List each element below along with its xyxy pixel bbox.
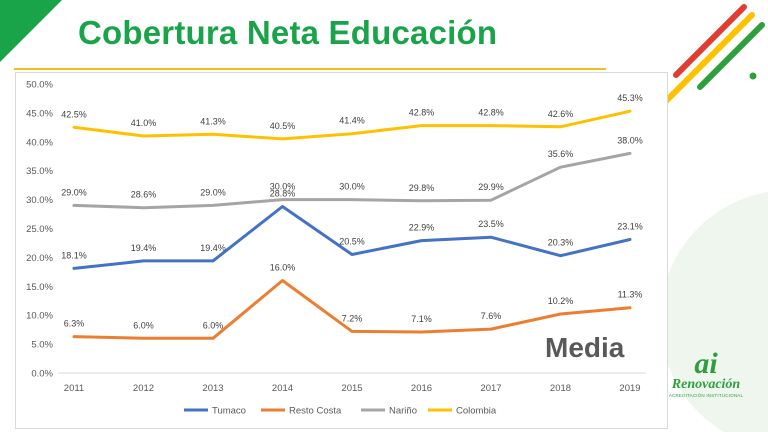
x-tick-label: 2013 [202,383,223,394]
x-tick-label: 2014 [272,383,293,394]
deco-dot [749,72,757,80]
data-label: 20.3% [548,238,574,248]
data-label: 7.2% [342,313,363,323]
data-label: 42.8% [478,108,504,118]
chart-frame: 0.0% 5.0% 10.0% 15.0% 20.0% 25.0% 30.0% 35.0% 40… [15,72,668,429]
data-label: 11.3% [618,290,643,300]
data-label: 23.1% [617,221,643,231]
data-label: 35.6% [548,149,574,159]
series-line-nariño [72,151,632,210]
data-label: 19.4% [200,243,226,253]
logo-subtitle: ACREDITACIÓN INSTITUCIONAL [668,393,744,398]
legend-label: Tumaco [212,406,246,417]
x-tick-label: 2011 [64,383,84,394]
data-label: 42.5% [61,109,87,119]
data-label: 7.1% [411,314,432,324]
data-label: 20.5% [339,237,365,247]
x-tick-label: 2017 [480,383,501,394]
y-tick-label: 35.0% [26,166,53,177]
data-label: 30.0% [270,182,296,192]
y-tick-label: 25.0% [26,224,53,235]
deco-stripe-yellow [657,12,755,110]
page-title: Cobertura Neta Educación [78,14,498,51]
data-label: 29.0% [61,187,87,197]
y-tick-label: 0.0% [31,369,53,380]
series-line-resto-costa [72,279,632,340]
data-label: 29.0% [200,187,226,197]
level-badge: Media [545,332,625,363]
y-tick-label: 15.0% [26,282,53,293]
legend-label: Nariño [389,406,417,417]
data-label: 6.0% [203,320,224,330]
data-label: 6.0% [133,320,154,330]
data-label: 41.3% [200,116,226,126]
line-chart: 0.0% 5.0% 10.0% 15.0% 20.0% 25.0% 30.0% 35.0% 40… [26,80,646,417]
data-label: 22.9% [409,223,435,233]
data-label: 41.0% [131,118,157,128]
data-label: 29.9% [478,182,504,192]
x-tick-label: 2018 [550,383,571,394]
series-line-tumaco [72,205,632,270]
renovacion-logo: ai Renovación ACREDITACIÓN INSTITUCIONAL [664,347,748,412]
x-tick-label: 2012 [133,383,154,394]
data-label: 42.6% [548,109,574,119]
data-label: 28.8% [270,189,296,199]
title-underline [14,68,606,70]
data-label: 38.0% [617,135,643,145]
data-label: 6.3% [64,319,85,329]
data-label: 41.4% [339,116,365,126]
data-label: 10.2% [548,296,574,306]
data-label: 19.4% [131,243,157,253]
data-label: 16.0% [270,263,296,273]
logo-mark: ai [694,347,718,380]
y-tick-label: 40.0% [26,137,53,148]
data-label: 30.0% [339,182,365,192]
data-label: 42.8% [409,108,435,118]
data-label: 23.5% [478,219,504,229]
x-tick-label: 2019 [619,383,640,394]
legend-label: Colombia [456,406,497,417]
data-label: 18.1% [61,250,87,260]
data-label: 29.8% [409,183,435,193]
y-tick-label: 50.0% [26,80,53,91]
data-label: 40.5% [270,121,296,131]
y-tick-label: 45.0% [26,108,53,119]
deco-stripe-red [673,4,747,78]
data-label: 7.6% [481,311,502,321]
legend-label: Resto Costa [289,406,342,417]
y-tick-label: 5.0% [31,340,53,351]
deco-stripe-green [697,22,765,90]
series-line-colombia [72,109,632,141]
y-tick-label: 30.0% [26,195,53,206]
x-tick-label: 2016 [411,383,432,394]
y-tick-label: 20.0% [26,253,53,264]
y-tick-label: 10.0% [26,311,53,322]
data-label: 28.6% [131,190,157,200]
x-tick-label: 2015 [341,383,362,394]
corner-triangle [0,0,62,62]
logo-word: Renovación [671,377,741,392]
data-label: 45.3% [617,93,643,103]
